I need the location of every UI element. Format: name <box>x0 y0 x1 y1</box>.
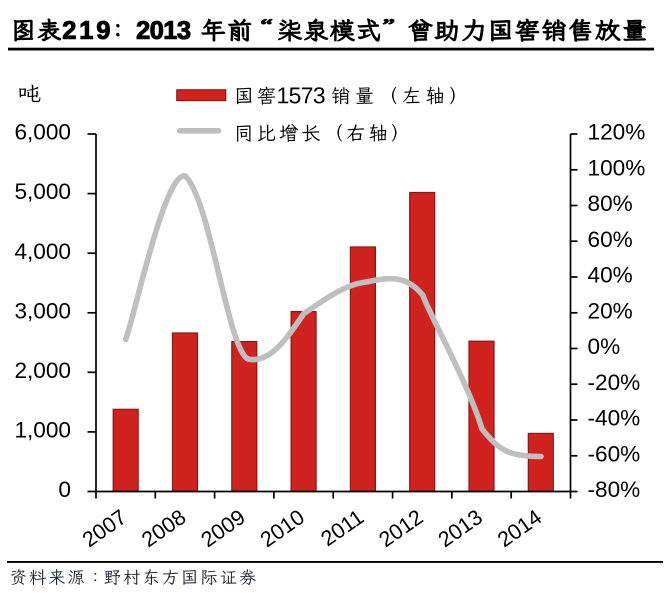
svg-text:2,000: 2,000 <box>14 358 71 383</box>
svg-text:1,000: 1,000 <box>14 418 71 443</box>
svg-text:2012: 2012 <box>375 505 428 552</box>
svg-text:2014: 2014 <box>493 505 546 552</box>
svg-text:40%: 40% <box>588 263 633 288</box>
svg-text:2011: 2011 <box>317 505 369 551</box>
svg-text:-20%: -20% <box>588 370 641 395</box>
svg-text:60%: 60% <box>588 227 633 252</box>
svg-text:5,000: 5,000 <box>14 179 71 204</box>
svg-text:-40%: -40% <box>588 406 641 431</box>
svg-text:2013: 2013 <box>434 505 487 552</box>
svg-text:3,000: 3,000 <box>14 298 71 323</box>
svg-text:6,000: 6,000 <box>14 120 71 145</box>
svg-text:2008: 2008 <box>137 505 190 552</box>
svg-text:100%: 100% <box>588 155 646 180</box>
svg-text:0: 0 <box>58 477 71 502</box>
svg-text:2007: 2007 <box>78 505 131 552</box>
svg-text:80%: 80% <box>588 191 633 216</box>
svg-text:120%: 120% <box>588 120 646 145</box>
svg-text:2010: 2010 <box>256 505 309 552</box>
svg-text:4,000: 4,000 <box>14 239 71 264</box>
svg-text:-80%: -80% <box>588 477 641 502</box>
svg-text:20%: 20% <box>588 298 633 323</box>
svg-text:-60%: -60% <box>588 441 641 466</box>
svg-text:2009: 2009 <box>197 505 250 552</box>
svg-text:0%: 0% <box>588 334 621 359</box>
